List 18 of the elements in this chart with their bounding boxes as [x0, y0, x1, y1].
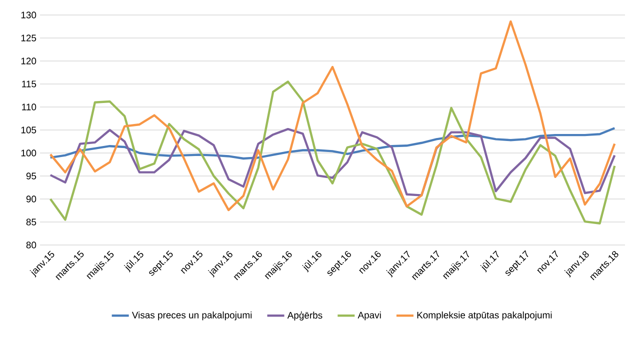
y-tick-label: 105 [21, 126, 36, 134]
y-tick-label: 95 [26, 172, 36, 180]
y-tick-label: 110 [22, 104, 36, 110]
y-tick-label: 120 [21, 58, 36, 64]
legend-label: Apavi [358, 311, 381, 320]
y-tick-label: 115 [22, 80, 36, 88]
legend-label: Visas preces un pakalpojumi [132, 311, 252, 320]
y-tick-label: 80 [26, 242, 36, 248]
legend-label: Kompleksie atpūtas pakalpojumi [417, 311, 552, 320]
y-tick-label: 100 [21, 150, 36, 156]
legend-label: Apģērbs [287, 311, 322, 320]
line-series [49, 80, 616, 224]
y-tick-label: 90 [26, 196, 36, 202]
y-tick-label: 85 [26, 218, 36, 226]
line-series [49, 20, 616, 212]
y-tick-label: 130 [21, 12, 36, 18]
y-tick-label: 125 [21, 34, 36, 42]
line-series [49, 128, 616, 196]
